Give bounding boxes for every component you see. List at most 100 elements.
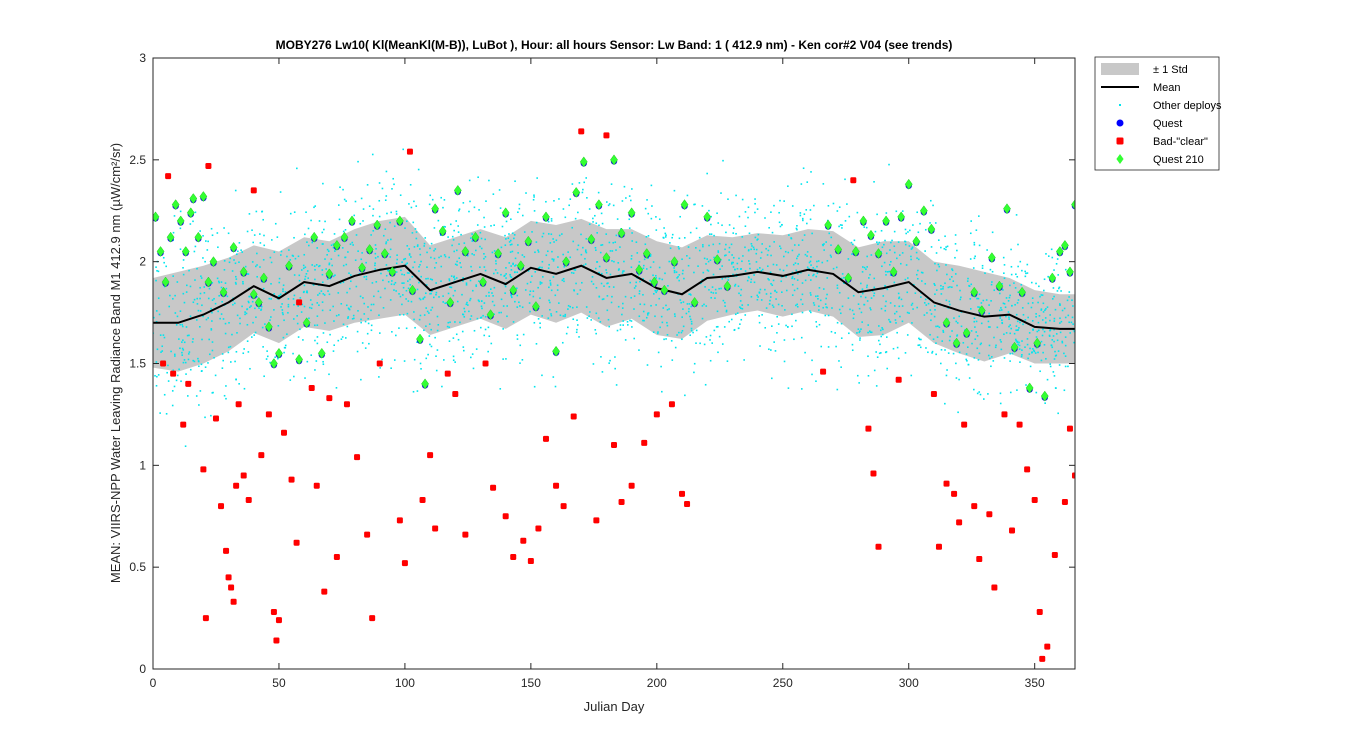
other-deploys-point [824, 314, 827, 317]
other-deploys-point [457, 231, 460, 233]
bad-clear-point [961, 421, 968, 428]
other-deploys-point [801, 293, 804, 296]
other-deploys-point [848, 215, 851, 218]
other-deploys-point [551, 258, 554, 260]
other-deploys-point [179, 323, 182, 326]
other-deploys-point [514, 300, 516, 303]
other-deploys-point [455, 277, 458, 279]
other-deploys-point [916, 306, 918, 309]
other-deploys-point [976, 335, 979, 337]
other-deploys-point [778, 221, 781, 224]
other-deploys-point [836, 321, 839, 324]
quest-210-point [859, 215, 868, 227]
other-deploys-point [720, 287, 722, 290]
other-deploys-point [812, 267, 815, 269]
other-deploys-point [260, 309, 262, 311]
other-deploys-point [1031, 297, 1034, 299]
other-deploys-point [330, 258, 333, 260]
other-deploys-point [853, 313, 855, 315]
other-deploys-point [349, 243, 352, 245]
other-deploys-point [1048, 334, 1051, 337]
other-deploys-point [572, 240, 575, 243]
other-deploys-point [923, 302, 926, 304]
other-deploys-point [1059, 317, 1061, 320]
other-deploys-point [884, 270, 887, 273]
other-deploys-point [196, 297, 199, 300]
other-deploys-point [262, 287, 265, 290]
other-deploys-point [724, 254, 726, 257]
other-deploys-point [665, 234, 667, 236]
other-deploys-point [1009, 360, 1011, 362]
other-deploys-point [779, 225, 782, 228]
other-deploys-point [224, 282, 227, 284]
other-deploys-point [750, 281, 752, 283]
other-deploys-point [325, 268, 327, 270]
other-deploys-point [517, 244, 519, 246]
other-deploys-point [436, 329, 439, 332]
other-deploys-point [717, 222, 720, 224]
other-deploys-point [676, 277, 678, 279]
other-deploys-point [884, 351, 887, 354]
other-deploys-point [801, 239, 804, 241]
other-deploys-point [541, 266, 543, 269]
other-deploys-point [391, 188, 393, 190]
other-deploys-point [532, 290, 535, 293]
other-deploys-point [228, 261, 231, 264]
other-deploys-point [450, 275, 453, 277]
other-deploys-point [455, 333, 458, 336]
bad-clear-point [245, 496, 252, 503]
other-deploys-point [341, 336, 344, 338]
other-deploys-point [1070, 321, 1073, 324]
other-deploys-point [379, 367, 381, 369]
other-deploys-point [826, 293, 828, 296]
other-deploys-point [528, 302, 531, 304]
other-deploys-point [793, 338, 795, 341]
other-deploys-point [254, 331, 257, 334]
other-deploys-point [698, 236, 701, 239]
other-deploys-point [428, 203, 431, 206]
other-deploys-point [510, 265, 512, 267]
other-deploys-point [1044, 309, 1046, 311]
other-deploys-point [170, 350, 172, 353]
other-deploys-point [728, 259, 730, 261]
other-deploys-point [668, 308, 670, 310]
legend-label: Other deploys [1153, 100, 1222, 112]
other-deploys-point [444, 226, 446, 228]
other-deploys-point [576, 306, 578, 308]
other-deploys-point [904, 240, 907, 243]
other-deploys-point [266, 355, 269, 358]
other-deploys-point [1021, 340, 1023, 342]
other-deploys-point [968, 377, 971, 379]
quest-210-point [388, 266, 397, 278]
quest-210-points [153, 154, 1075, 402]
other-deploys-point [861, 288, 864, 290]
other-deploys-point [244, 265, 247, 268]
bad-clear-point [490, 484, 497, 491]
other-deploys-point [1015, 329, 1017, 331]
bad-clear-point [462, 531, 469, 538]
other-deploys-point [925, 347, 927, 349]
other-deploys-point [1019, 260, 1022, 263]
bad-clear-point [1031, 496, 1038, 503]
other-deploys-point [532, 198, 535, 201]
other-deploys-point [157, 374, 160, 376]
other-deploys-point [221, 367, 224, 369]
other-deploys-point [539, 297, 541, 300]
quest-210-point [461, 246, 470, 257]
other-deploys-point [1009, 332, 1012, 335]
other-deploys-point [189, 285, 192, 288]
other-deploys-point [471, 289, 474, 292]
other-deploys-point [535, 221, 538, 224]
other-deploys-point [754, 211, 756, 214]
other-deploys-point [454, 289, 456, 292]
other-deploys-point [924, 228, 927, 231]
other-deploys-point [709, 339, 711, 341]
other-deploys-point [382, 279, 384, 282]
other-deploys-point [646, 312, 649, 315]
other-deploys-point [736, 267, 739, 270]
other-deploys-point [551, 250, 553, 253]
other-deploys-point [717, 250, 720, 252]
quest-210-point [1033, 337, 1042, 349]
quest-210-point [209, 256, 218, 268]
other-deploys-point [727, 198, 729, 200]
